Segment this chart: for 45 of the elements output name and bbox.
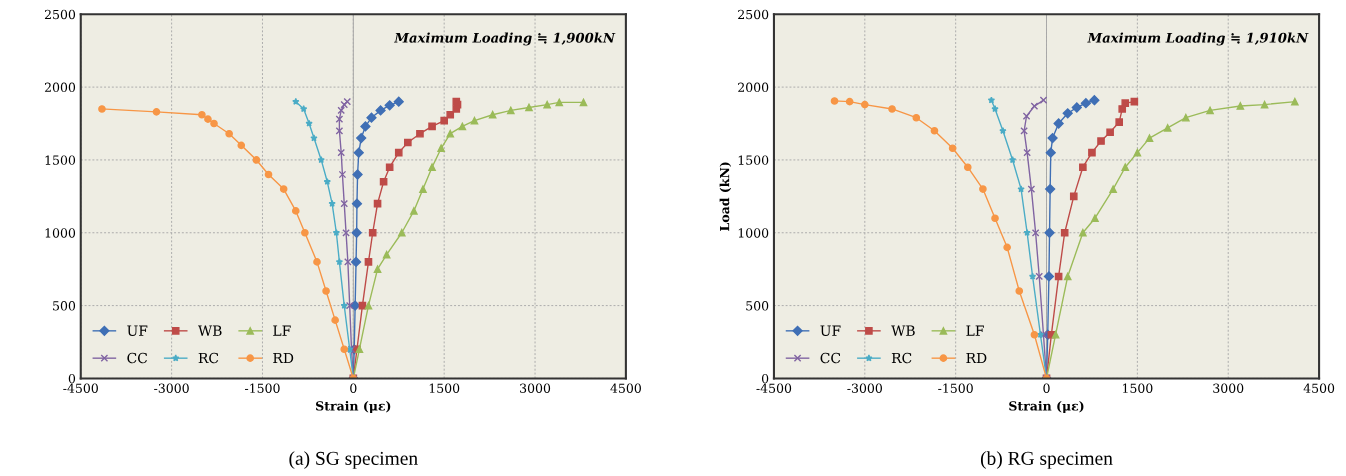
legend-label: CC	[127, 352, 148, 364]
x-tick-label: -3000	[154, 383, 189, 393]
y-tick-label: 0	[68, 373, 76, 384]
text: (a) SG specimen	[289, 451, 418, 469]
x-tick-label: 1500	[429, 383, 460, 393]
legend-label: RD	[966, 352, 987, 364]
legend-label: RC	[198, 352, 219, 364]
legend-label: UF	[127, 325, 148, 336]
legend-label: RC	[891, 352, 912, 364]
x-axis-title: Strain (με)	[316, 400, 391, 414]
y-tick-label: 500	[53, 301, 76, 311]
x-tick-label: -1500	[938, 383, 973, 393]
x-tick-label: 3000	[520, 383, 551, 393]
annotation: Maximum Loading ≒ 1,910kN	[1087, 32, 1309, 46]
y-tick-label: 1500	[45, 155, 76, 165]
legend-label: WB	[891, 325, 915, 336]
y-tick-label: 0	[761, 373, 769, 384]
y-tick-label: 1500	[738, 155, 769, 165]
legend-label: CC	[820, 352, 841, 364]
legend-label: RD	[273, 352, 294, 364]
y-tick-label: 2500	[44, 9, 76, 20]
x-tick-label: 4500	[1303, 383, 1335, 393]
text: (b) RG specimen	[980, 451, 1113, 469]
y-tick-label: 1000	[45, 228, 76, 238]
x-tick-label: -1500	[245, 383, 280, 393]
x-tick-label: -4500	[756, 383, 792, 393]
y-axis-title: Load (kN)	[719, 162, 732, 231]
x-tick-label: -4500	[63, 383, 98, 393]
y-tick-label: 2000	[44, 82, 76, 93]
x-tick-label: 0	[350, 383, 357, 393]
x-tick-label: 3000	[1213, 383, 1244, 393]
x-axis-title: Strain (με)	[1009, 400, 1084, 414]
x-tick-label: 1500	[1122, 383, 1153, 393]
x-tick-label: 4500	[610, 383, 641, 393]
legend-label: LF	[273, 325, 291, 336]
y-tick-label: 500	[746, 301, 769, 311]
legend-label: UF	[820, 325, 841, 336]
y-tick-label: 2500	[738, 9, 769, 20]
legend-label: LF	[966, 325, 984, 336]
y-tick-label: 2000	[738, 82, 769, 93]
y-tick-label: 1000	[738, 228, 769, 238]
x-tick-label: 0	[1043, 383, 1050, 393]
annotation: Maximum Loading ≒ 1,900kN	[394, 32, 616, 46]
x-tick-label: -3000	[847, 383, 882, 393]
legend-label: WB	[198, 325, 222, 336]
